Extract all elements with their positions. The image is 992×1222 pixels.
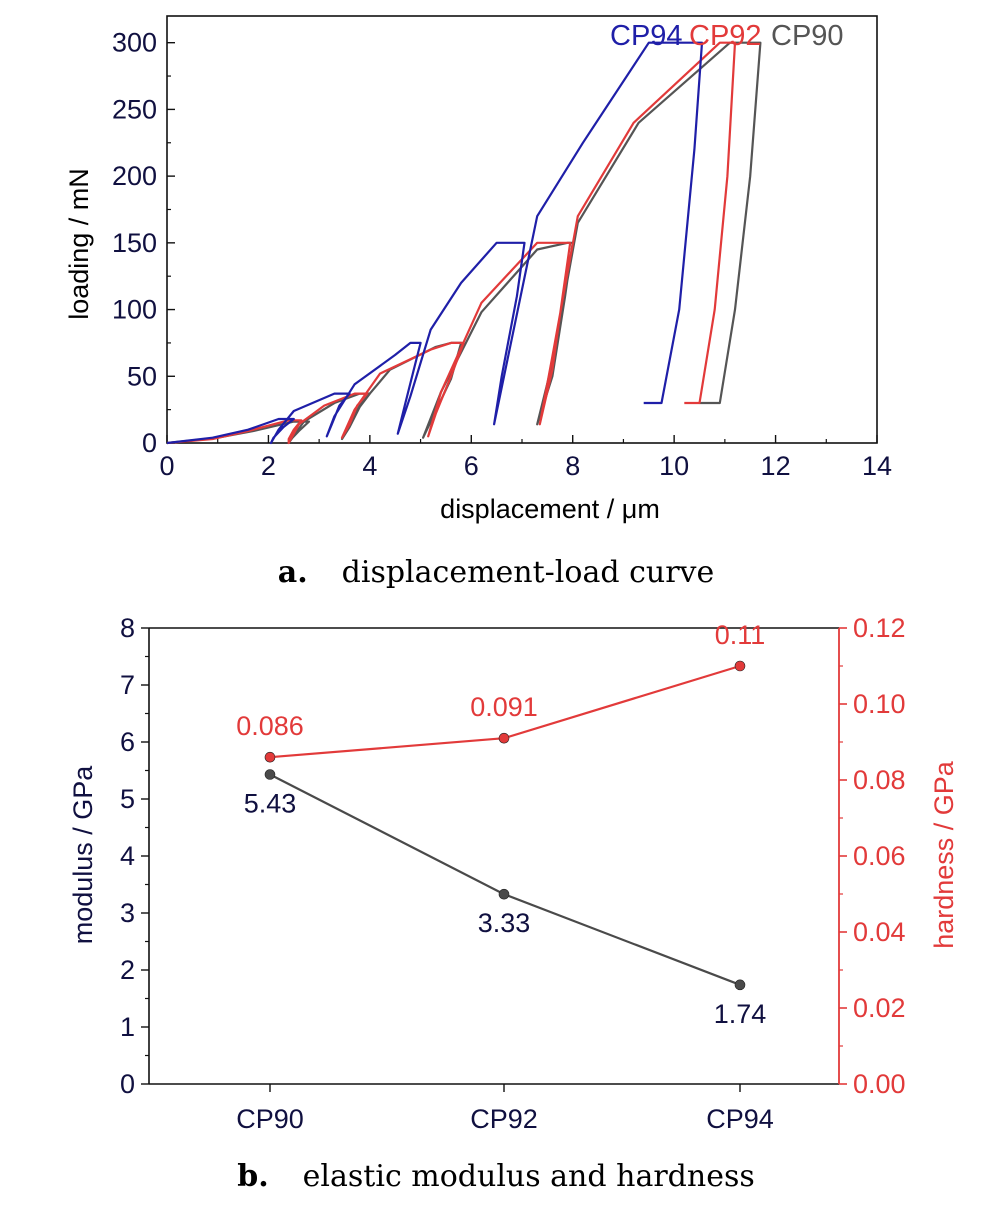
right-y-tick-label: 0.08 — [853, 765, 906, 795]
y-tick-label: 250 — [112, 94, 157, 124]
hardness-point — [734, 660, 746, 672]
caption-a: a. displacement-load curve — [0, 548, 992, 598]
right-y-axis-title: hardness / GPa — [929, 760, 959, 949]
caption-a-letter: a. — [277, 555, 308, 590]
right-y-tick-label: 0.02 — [853, 993, 906, 1023]
y-tick-label: 150 — [112, 228, 157, 258]
left-y-tick-label: 3 — [120, 898, 135, 928]
hardness-point — [498, 732, 510, 744]
x-tick-label: 2 — [261, 451, 276, 481]
x-tick-label: 12 — [761, 451, 791, 481]
hardness-point — [264, 751, 276, 763]
hardness-data-label: 0.091 — [470, 692, 538, 722]
x-tick-label: 0 — [159, 451, 174, 481]
left-y-tick-label: 0 — [120, 1069, 135, 1099]
modulus-point — [264, 769, 276, 780]
chart-a: 0 2 4 6 8 10 12 14 0 50 100 150 200 250 300 CP94 CP92 CP… — [64, 15, 892, 524]
left-y-tick-label: 4 — [120, 841, 135, 871]
left-y-tick-label: 7 — [120, 670, 135, 700]
modulus-point — [734, 979, 746, 991]
right-y-tick-label: 0.12 — [853, 613, 906, 643]
y-tick-label: 50 — [127, 361, 157, 391]
hardness-data-label: 0.11 — [715, 620, 766, 650]
right-y-tick-label: 0.04 — [853, 917, 906, 947]
y-tick-label: 200 — [112, 161, 157, 191]
left-y-axis-title: modulus / GPa — [68, 765, 98, 945]
caption-b: b. elastic modulus and hardness — [0, 1152, 992, 1202]
x-tick-label: 10 — [659, 451, 689, 481]
series-line-cp94 — [166, 41, 704, 445]
y-tick-label: 0 — [142, 428, 157, 458]
x-category-label: CP94 — [706, 1104, 774, 1134]
left-y-tick-label: 8 — [120, 613, 135, 643]
x-tick-label: 4 — [362, 451, 377, 481]
y-tick-label: 100 — [112, 295, 157, 325]
right-y-tick-label: 0.00 — [853, 1069, 906, 1099]
legend-cp90: CP90 — [771, 20, 844, 52]
caption-a-text: displacement-load curve — [341, 555, 715, 590]
legend-cp94: CP94 — [610, 20, 683, 52]
plot-frame — [166, 15, 878, 444]
x-category-label: CP92 — [470, 1104, 538, 1134]
x-tick-label: 8 — [565, 451, 580, 481]
modulus-data-label: 3.33 — [478, 908, 531, 938]
x-tick-label: 14 — [862, 451, 892, 481]
modulus-data-label: 5.43 — [244, 788, 297, 818]
left-y-tick-label: 5 — [120, 784, 135, 814]
series-line-modulus — [269, 773, 741, 986]
modulus-data-label: 1.74 — [714, 999, 767, 1029]
series-line-cp90 — [166, 41, 762, 445]
right-y-tick-label: 0.06 — [853, 841, 906, 871]
caption-b-letter: b. — [237, 1159, 269, 1194]
x-category-label: CP90 — [236, 1104, 304, 1134]
right-y-tick-label: 0.10 — [853, 689, 906, 719]
y-tick-label: 300 — [112, 28, 157, 58]
hardness-data-label: 0.086 — [236, 711, 304, 741]
series-line-cp92 — [166, 41, 737, 445]
caption-b-text: elastic modulus and hardness — [302, 1159, 755, 1194]
legend-cp92: CP92 — [689, 20, 762, 52]
x-axis-title: displacement / μm — [440, 494, 660, 524]
x-tick-label: 6 — [464, 451, 479, 481]
left-y-tick-label: 1 — [120, 1012, 135, 1042]
left-y-tick-label: 2 — [120, 955, 135, 985]
modulus-point — [498, 888, 510, 900]
left-y-tick-label: 6 — [120, 727, 135, 757]
chart-b: 0 1 2 3 4 5 6 7 8 0.00 0.02 0.04 0.06 0.08 0.10 0.12 CP9… — [68, 613, 959, 1134]
y-axis-title: loading / mN — [64, 168, 94, 320]
